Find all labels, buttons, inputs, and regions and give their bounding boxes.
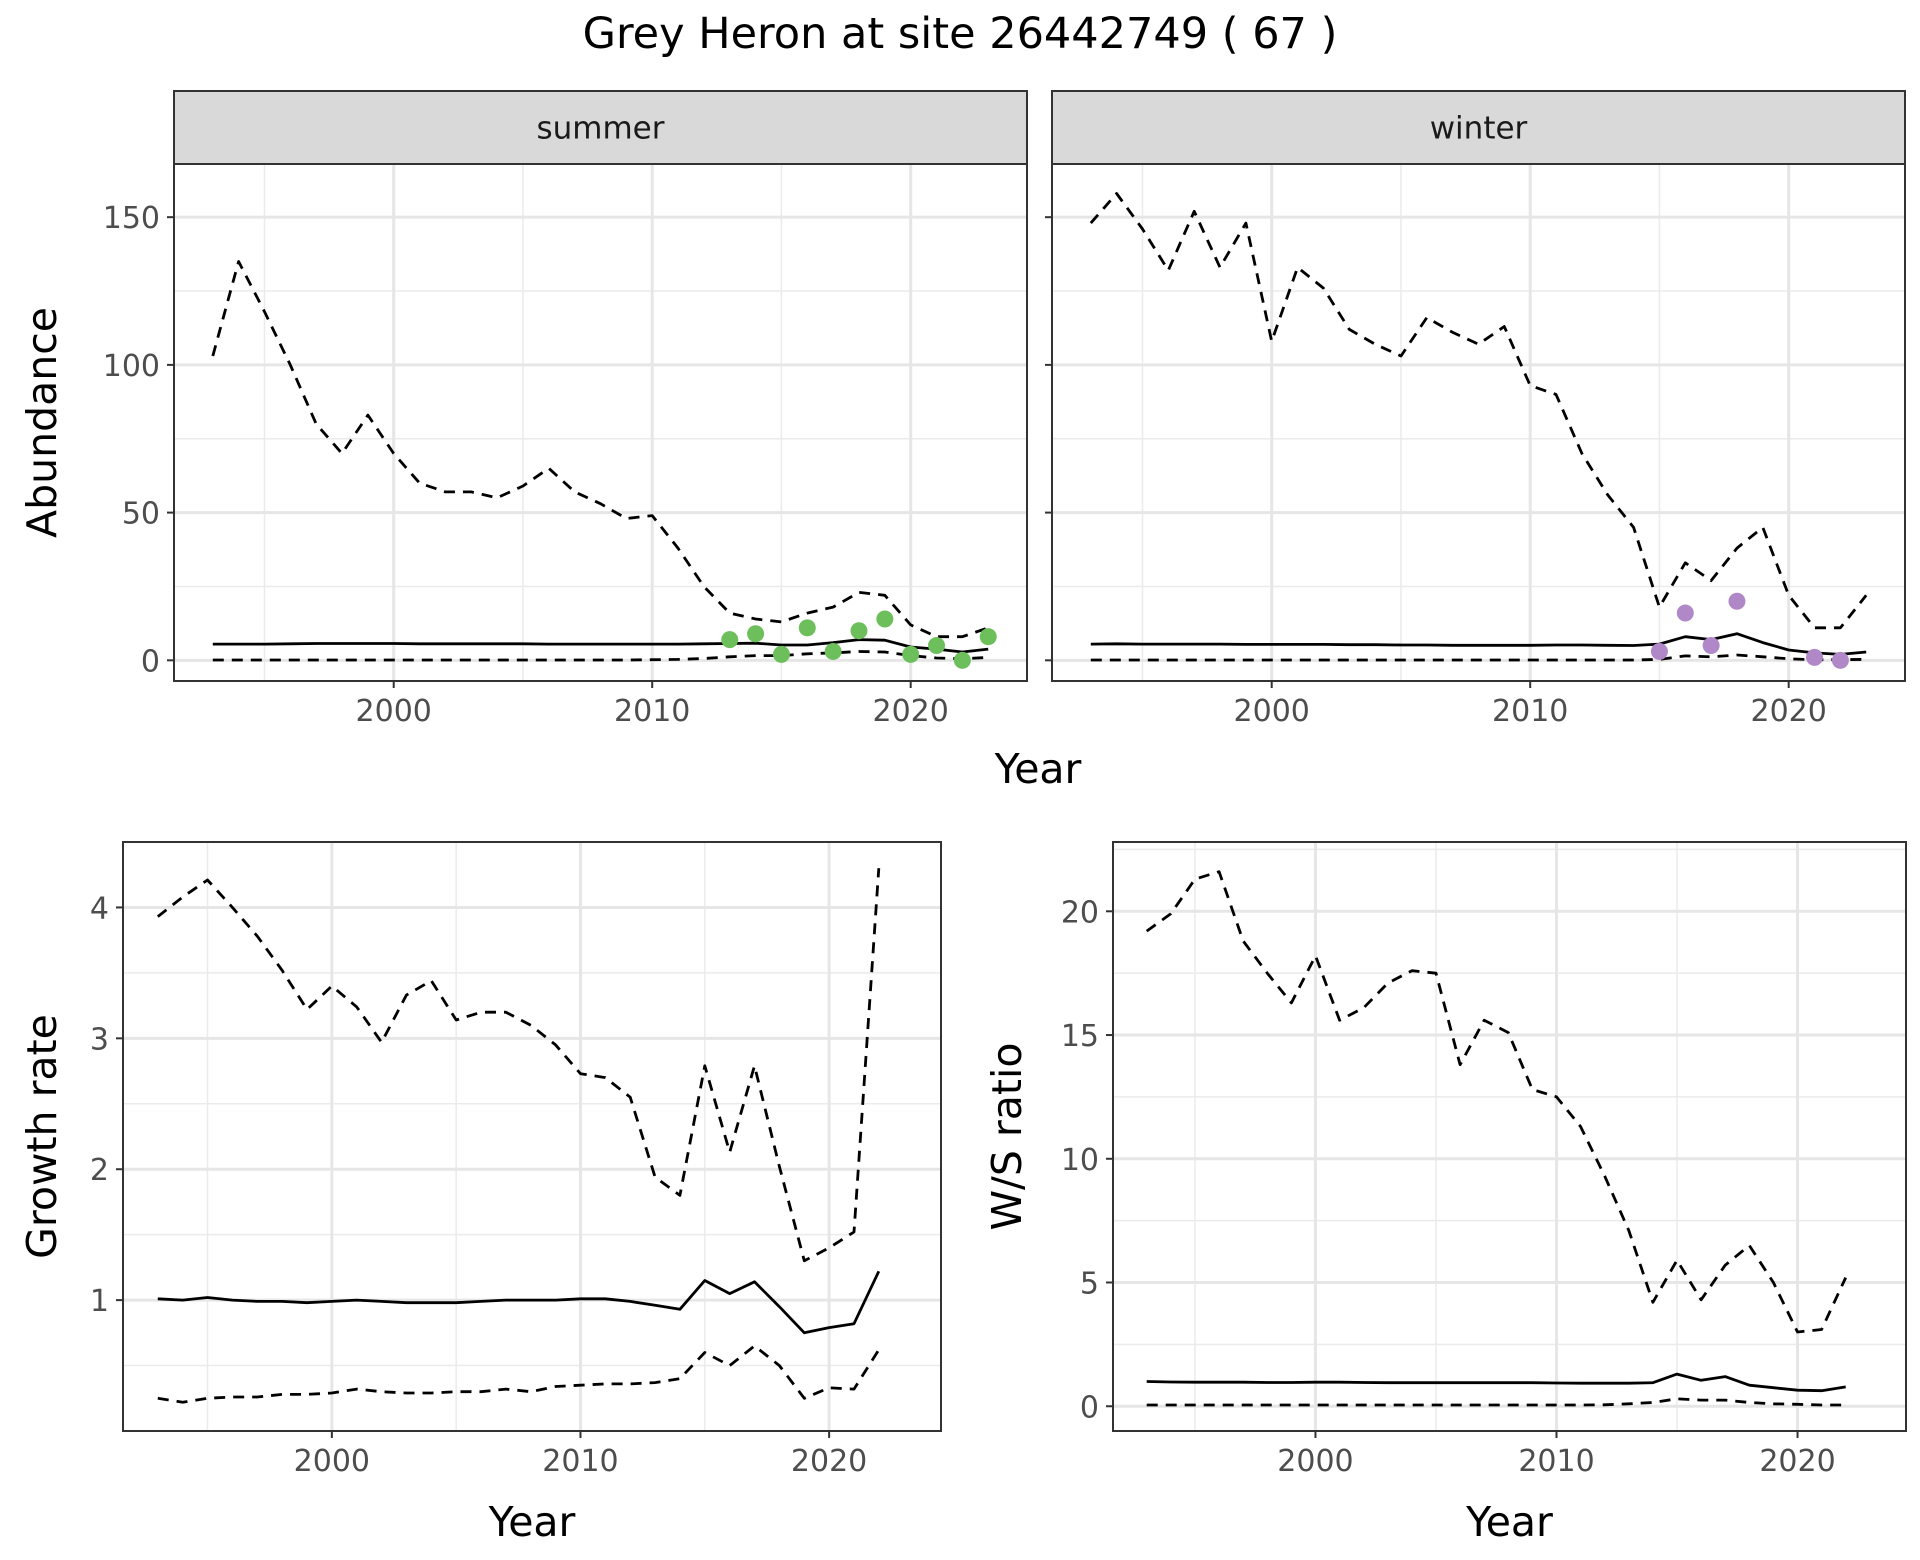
x-tick-label: 2000 [356,694,432,729]
x-tick-label: 2020 [791,1444,867,1479]
panel-ratio: 2000 2010 2020 0 5 10 15 20 Year W/S ratio [983,841,1907,1546]
y-tick-label: 50 [122,497,160,532]
y-axis-title: Growth rate [18,1014,66,1259]
series-line-estimate [212,638,989,654]
y-tick-label: 150 [103,201,160,236]
series-line-lower-bound [1146,1397,1846,1407]
y-axis-title: W/S ratio [983,1043,1031,1231]
x-tick-label: 2000 [1234,694,1310,729]
y-tick-label: 0 [141,644,160,679]
shared-x-axis-title: Year [994,745,1082,793]
plot-background [1113,842,1906,1431]
facet-strip-label: winter [1430,111,1528,147]
x-tick-label: 2010 [614,694,690,729]
series-line-upper-bound [1089,192,1868,630]
plot-background [174,164,1027,681]
x-tick-label: 2010 [1492,694,1568,729]
y-tick-label: 20 [1061,895,1099,930]
x-tick-label: 2020 [1759,1444,1835,1479]
y-tick-label: 0 [1080,1390,1099,1425]
series-line-upper-bound [156,868,881,1263]
series-line-estimate [157,1270,881,1335]
x-tick-label: 2020 [1751,694,1827,729]
series-line-lower-bound [157,1344,880,1404]
observation-point [824,642,842,660]
facet-strip [1051,90,1906,165]
plot-background [1052,164,1905,681]
y-tick-label: 15 [1061,1019,1099,1054]
observation-point [1728,592,1746,610]
facet-strip-label: summer [536,111,664,147]
panel-border [122,841,942,1432]
series-line-lower-bound [1090,653,1867,662]
observation-point [979,628,997,646]
y-tick-label: 2 [90,1153,109,1188]
y-tick-label: 3 [90,1022,109,1057]
observation-point [953,651,971,669]
observation-point [1831,651,1849,669]
panel-border [1112,841,1907,1432]
observation-point [772,645,790,663]
series-line-lower-bound [212,650,989,662]
y-tick-label: 1 [90,1284,109,1319]
series-line-estimate [1146,1372,1846,1393]
figure-title: Grey Heron at site 26442749 ( 67 ) [583,9,1338,59]
facet-strip [173,90,1028,165]
observation-point [876,610,894,628]
x-tick-label: 2010 [542,1444,618,1479]
panel-winter: winter 2000 2010 2020 [1045,90,1906,729]
y-tick-label: 100 [103,349,160,384]
observation-point [747,625,765,643]
observation-point [928,637,946,655]
observation-point [850,622,868,640]
observation-point [902,645,920,663]
y-tick-label: 4 [90,891,109,926]
x-axis-title: Year [488,1498,576,1546]
x-tick-label: 2010 [1518,1444,1594,1479]
panel-summer: summer 2000 2010 2020 0 50 100 150 Abundance [18,90,1028,729]
y-axis-title: Abundance [18,307,66,538]
observation-point [1650,642,1668,660]
panel-growth: 2000 2010 2020 1 2 3 4 Year Growth rate [18,841,942,1546]
y-tick-label: 10 [1061,1143,1099,1178]
x-tick-label: 2000 [294,1444,370,1479]
x-axis-title: Year [1465,1498,1553,1546]
observation-point [798,619,816,637]
observation-point [721,631,739,649]
observation-point [1676,604,1694,622]
series-line-upper-bound [211,260,989,639]
x-tick-label: 2020 [873,694,949,729]
y-tick-label: 5 [1080,1267,1099,1302]
observation-point [1806,648,1824,666]
observation-point [1702,637,1720,655]
series-line-estimate [1090,632,1867,656]
x-tick-label: 2000 [1277,1444,1353,1479]
plot-background [123,842,941,1431]
